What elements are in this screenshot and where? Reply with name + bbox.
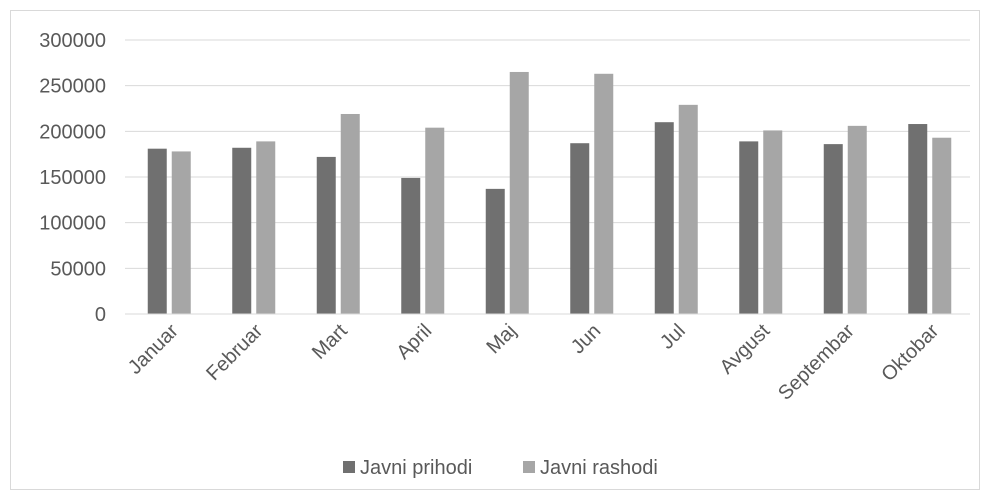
bar-javni-prihodi <box>485 188 505 314</box>
legend-label-javni-prihodi: Javni prihodi <box>360 457 472 479</box>
bar-javni-rashodi <box>171 151 191 314</box>
bar-javni-rashodi <box>678 104 698 314</box>
x-tick-label: April <box>392 320 436 364</box>
legend-label-javni-rashodi: Javni rashodi <box>540 457 658 479</box>
x-tick-label: Avgust <box>716 320 775 379</box>
bar-javni-prihodi <box>739 141 759 314</box>
legend-swatch-javni-rashodi <box>523 461 535 473</box>
bar-javni-rashodi <box>594 73 614 314</box>
bar-javni-prihodi <box>570 143 590 314</box>
x-tick-label: Maj <box>482 320 520 358</box>
bar-javni-rashodi <box>847 125 867 314</box>
y-tick-label: 50000 <box>50 258 106 280</box>
y-axis-tick-labels: 0 50000 100000 150000 200000 250000 300000 <box>39 30 106 326</box>
bar-javni-prihodi <box>908 124 928 314</box>
bar-javni-rashodi <box>425 127 445 315</box>
x-tick-label: Jul <box>656 320 690 354</box>
y-tick-label: 100000 <box>39 213 106 235</box>
bars <box>147 71 952 315</box>
bar-javni-rashodi <box>509 71 529 314</box>
x-tick-label: Septembar <box>774 320 859 405</box>
x-tick-label: Jun <box>567 320 605 358</box>
bar-javni-prihodi <box>232 147 252 314</box>
bar-javni-rashodi <box>256 141 276 314</box>
y-tick-label: 300000 <box>39 30 106 52</box>
bar-javni-prihodi <box>147 148 167 314</box>
gridlines <box>125 39 970 269</box>
bar-javni-rashodi <box>932 137 952 314</box>
bar-javni-rashodi <box>340 113 360 314</box>
y-tick-label: 0 <box>95 304 106 326</box>
x-tick-label: Februar <box>202 320 267 385</box>
y-tick-label: 250000 <box>39 76 106 98</box>
x-tick-label: Oktobar <box>877 320 943 386</box>
x-tick-label: Mart <box>308 320 352 364</box>
x-tick-label: Januar <box>124 320 183 379</box>
legend-swatch-javni-prihodi <box>343 461 355 473</box>
bar-javni-rashodi <box>763 130 783 314</box>
bar-javni-prihodi <box>401 177 421 314</box>
y-tick-label: 150000 <box>39 167 106 189</box>
bar-javni-prihodi <box>316 156 336 314</box>
bar-javni-prihodi <box>654 122 674 314</box>
x-axis-tick-labels: Januar Februar Mart April Maj Jun Jul Avgust Sep… <box>124 320 944 405</box>
bar-javni-prihodi <box>823 144 843 314</box>
y-tick-label: 200000 <box>39 121 106 143</box>
legend: Javni prihodi Javni rashodi <box>343 457 658 479</box>
